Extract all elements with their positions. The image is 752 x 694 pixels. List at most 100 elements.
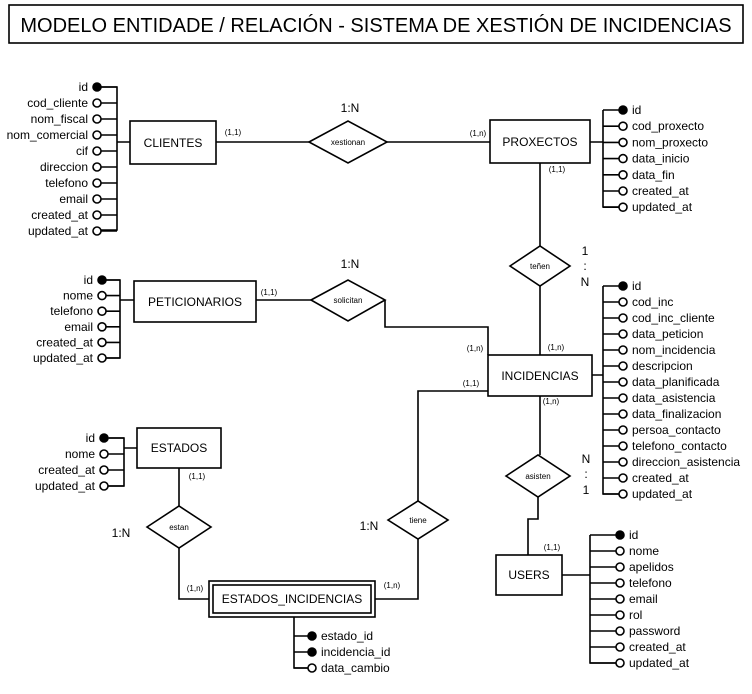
attribute-dot <box>615 610 625 620</box>
card-proxectos-tenen: (1,1) <box>549 165 566 174</box>
ratio-solicitan: 1:N <box>341 257 360 271</box>
line-solicitan-incidencias <box>384 300 489 355</box>
attribute-label-users: email <box>629 592 658 606</box>
attribute-dot <box>92 226 102 236</box>
key-attribute-dot <box>618 281 628 291</box>
attribute-label-clientes: direccion <box>40 160 88 174</box>
attribute-label-clientes: cif <box>76 144 89 158</box>
attribute-label-estados_incidencias: data_cambio <box>321 661 390 675</box>
attribute-dot <box>618 153 628 164</box>
attribute-dot <box>92 98 102 108</box>
attribute-label-proxectos: data_fin <box>632 168 675 182</box>
attribute-dot <box>618 345 628 355</box>
rel-tiene-diamond <box>386 500 450 540</box>
attribute-label-users: updated_at <box>629 656 690 670</box>
rel-tiene-label: tiene <box>409 516 427 525</box>
attribute-dot <box>99 449 109 459</box>
attribute-dot <box>618 170 628 180</box>
attribute-label-estados: id <box>86 431 95 445</box>
attr-trunk-peticionarios <box>102 279 134 359</box>
attribute-dot <box>92 178 102 188</box>
card-incidencias-tenen: (1,n) <box>548 343 565 352</box>
attribute-dot <box>92 146 102 156</box>
key-attribute-dot <box>99 433 109 443</box>
attribute-label-users: apelidos <box>629 560 674 574</box>
attr-trunk-clientes <box>97 86 130 231</box>
entity-peticionarios-label: PETICIONARIOS <box>148 295 242 309</box>
attribute-label-incidencias: updated_at <box>632 487 693 501</box>
rel-tenen-label: teñen <box>530 262 550 271</box>
entity-proxectos-label: PROXECTOS <box>502 135 577 149</box>
attribute-label-peticionarios: email <box>64 320 93 334</box>
card-proxectos-xestionan: (1,n) <box>470 129 487 138</box>
attribute-dot <box>615 642 625 652</box>
attribute-label-proxectos: nom_proxecto <box>632 135 708 149</box>
attribute-dot <box>615 562 625 572</box>
attribute-label-incidencias: descripcion <box>632 359 693 373</box>
attribute-dot <box>618 377 628 387</box>
attribute-dot <box>618 409 628 419</box>
attribute-label-incidencias: data_asistencia <box>632 391 716 405</box>
ratio-tenen-colon: : <box>583 259 586 273</box>
attribute-label-incidencias: telefono_contacto <box>632 439 727 453</box>
attribute-label-proxectos: updated_at <box>632 200 693 214</box>
attribute-label-incidencias: cod_inc <box>632 295 673 309</box>
attribute-dot <box>615 626 625 636</box>
attribute-label-peticionarios: created_at <box>36 335 93 349</box>
attribute-dot <box>97 337 107 348</box>
key-attribute-dot <box>92 82 102 92</box>
attribute-dot <box>618 457 628 467</box>
attribute-label-proxectos: created_at <box>632 184 689 198</box>
card-peticionarios-solicitan: (1,1) <box>261 288 278 297</box>
attribute-dot <box>618 313 628 323</box>
attribute-label-incidencias: cod_inc_cliente <box>632 311 715 325</box>
attribute-dot <box>618 186 628 196</box>
attribute-label-incidencias: data_finalizacion <box>632 407 721 421</box>
rel-tenen-diamond <box>508 245 572 287</box>
attribute-label-peticionarios: updated_at <box>33 351 94 365</box>
line-tiene-ei <box>375 539 419 600</box>
entity-peticionarios-box <box>133 280 257 323</box>
line-incidencias-tiene <box>417 390 488 501</box>
attribute-label-estados: created_at <box>38 463 95 477</box>
card-ei-tiene: (1,n) <box>384 581 401 590</box>
attribute-dot <box>618 297 628 307</box>
attribute-label-proxectos: data_inicio <box>632 152 690 166</box>
attribute-dot <box>618 393 628 403</box>
rel-asisten-label: asisten <box>525 472 550 481</box>
line-asisten-users <box>527 497 539 555</box>
attribute-label-incidencias: persoa_contacto <box>632 423 721 437</box>
card-estados-estan: (1,1) <box>189 472 206 481</box>
ratio-tiene: 1:N <box>360 519 379 533</box>
attribute-dot <box>307 663 317 673</box>
attribute-label-incidencias: data_planificada <box>632 375 720 389</box>
card-clientes-xestionan: (1,1) <box>225 128 242 137</box>
key-attribute-dot <box>618 105 628 115</box>
attribute-label-clientes: telefono <box>45 176 88 190</box>
attribute-dot <box>92 210 102 220</box>
attribute-dot <box>615 546 625 556</box>
attribute-label-incidencias: nom_incidencia <box>632 343 716 357</box>
attribute-dot <box>618 489 628 499</box>
title-box <box>8 4 744 44</box>
card-ei-estan: (1,n) <box>187 584 204 593</box>
attribute-dot <box>97 306 107 317</box>
attribute-dot <box>618 202 628 212</box>
attribute-dot <box>92 114 102 124</box>
entity-estados-label: ESTADOS <box>151 441 207 455</box>
attribute-dot <box>618 329 628 339</box>
attribute-dot <box>97 321 107 332</box>
attribute-label-estados: nome <box>65 447 95 461</box>
attribute-dot <box>97 353 107 363</box>
attribute-label-users: telefono <box>629 576 672 590</box>
attribute-label-incidencias: direccion_asistencia <box>632 455 740 469</box>
attribute-label-incidencias: data_peticion <box>632 327 703 341</box>
attribute-label-users: created_at <box>629 640 686 654</box>
attribute-label-users: nome <box>629 544 659 558</box>
attribute-label-proxectos: id <box>632 103 641 117</box>
card-users-asisten: (1,1) <box>544 543 561 552</box>
attribute-dot <box>92 162 102 172</box>
key-attribute-dot <box>307 647 317 657</box>
attribute-label-clientes: updated_at <box>28 224 89 238</box>
